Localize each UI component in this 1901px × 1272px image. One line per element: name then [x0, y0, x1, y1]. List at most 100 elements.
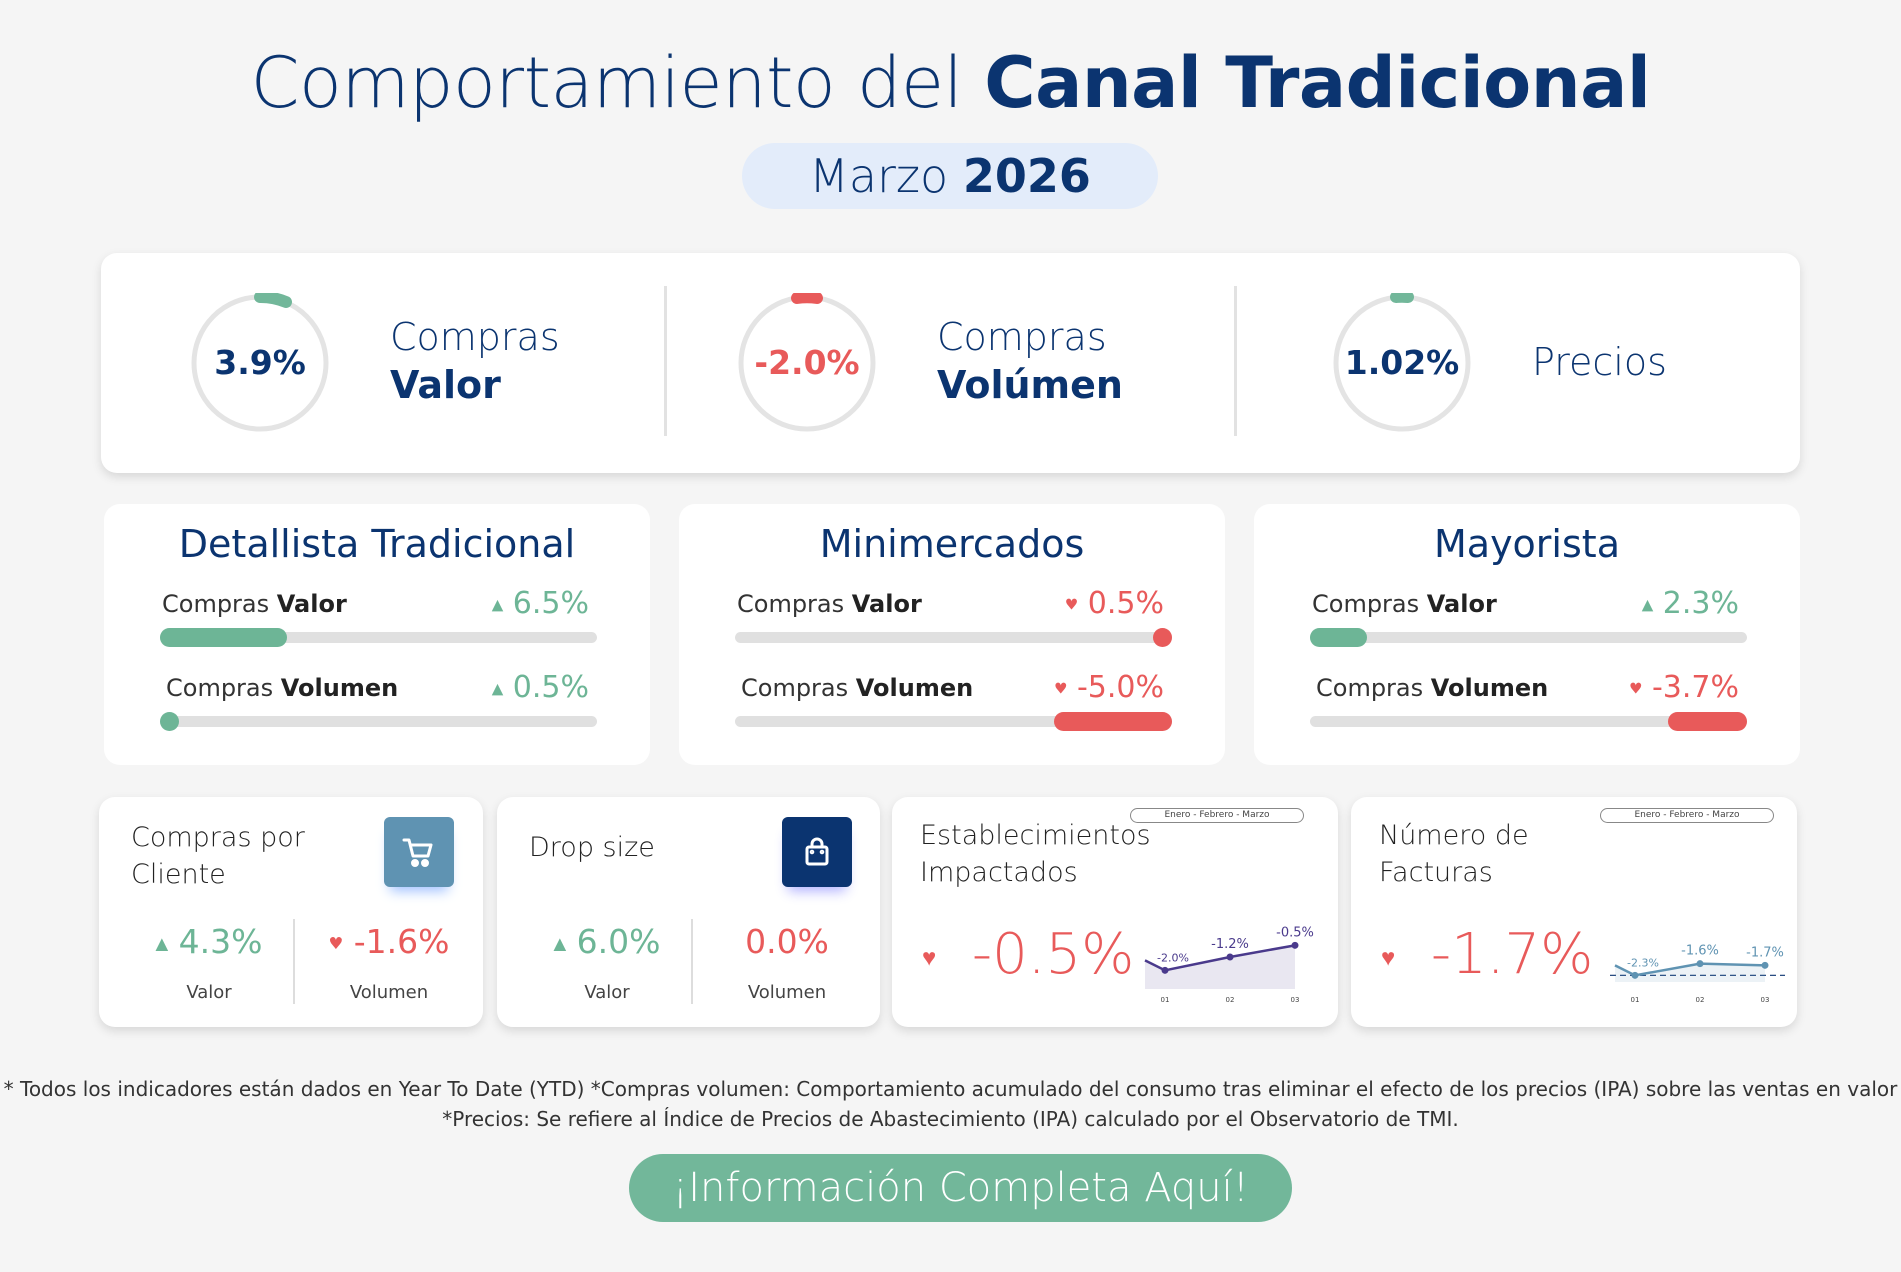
- kpi-value: ♥ -0.5%: [922, 922, 1135, 987]
- x-tick-label: 01: [1631, 996, 1640, 1004]
- kpi-label: Precios: [1532, 340, 1667, 384]
- footnote: *Precios: Se refiere al Índice de Precio…: [442, 1107, 1459, 1131]
- volumen-value: 0.0%: [745, 922, 829, 961]
- arrow-down-icon: ♥: [1053, 679, 1068, 698]
- data-point: [1226, 953, 1234, 961]
- volumen-label: Volumen: [747, 982, 827, 1003]
- segment-title: Mayorista: [1434, 522, 1620, 566]
- arrow-down-icon: ♥: [1381, 943, 1396, 972]
- valor-label: Valor: [186, 982, 232, 1003]
- establecimientos-card: Establecimientos Impactados Enero - Febre…: [892, 797, 1338, 1027]
- metric-label: Compras Volumen: [166, 674, 399, 702]
- metric-value: ▲ 6.5%: [491, 586, 589, 621]
- metric-value: ▲ 2.3%: [1641, 586, 1739, 621]
- data-point: [1291, 941, 1299, 949]
- period-badge: Marzo 2026: [742, 143, 1158, 209]
- full-info-button[interactable]: ¡Información Completa Aquí!: [629, 1154, 1292, 1222]
- valor-value: ▲ 6.0%: [553, 922, 661, 961]
- x-tick-label: 01: [1161, 996, 1170, 1004]
- data-point: [1761, 961, 1769, 969]
- volumen-value: ♥ -1.6%: [328, 922, 450, 961]
- valor-label: Valor: [584, 982, 630, 1003]
- progress-bar: [735, 712, 1172, 731]
- valor-value: ▲ 4.3%: [155, 922, 263, 961]
- arrow-down-icon: ♥: [922, 943, 937, 972]
- metric-value: ♥ 0.5%: [1064, 586, 1164, 621]
- compras-por-cliente-card: Compras por Cliente ▲ 4.3% Valor ♥ -1.6% …: [99, 797, 483, 1027]
- arrow-up-icon: ▲: [491, 595, 504, 614]
- data-label: -1.6%: [1681, 944, 1719, 959]
- segment-title: Minimercados: [819, 522, 1085, 566]
- x-tick-label: 02: [1226, 996, 1235, 1004]
- kpi-ring: 1.02%: [1332, 290, 1472, 437]
- arrow-down-icon: ♥: [328, 934, 344, 953]
- kpi-label: Compras Volúmen: [937, 315, 1123, 407]
- area-fill: [1615, 963, 1765, 982]
- segment-card: Mayorista Compras Valor ▲ 2.3% Compras Vo…: [1254, 504, 1800, 765]
- progress-bar: [1310, 628, 1747, 647]
- metric-value: ♥ -5.0%: [1053, 670, 1164, 705]
- kpi-summary-card: 3.9% Compras Valor -2.0% Compras Volúmen 1…: [101, 253, 1800, 473]
- progress-bar: [160, 628, 597, 647]
- data-label: -1.7%: [1746, 945, 1784, 960]
- period-range-badge: Enero - Febrero - Marzo: [1130, 808, 1304, 823]
- progress-fill: [1054, 712, 1172, 731]
- kpi-label: Compras Valor: [390, 315, 560, 407]
- shopping-bag-icon: [782, 817, 852, 887]
- area-fill: [1145, 945, 1295, 989]
- cart-icon: [384, 817, 454, 887]
- facturas-card: Número de Facturas Enero - Febrero - Marz…: [1351, 797, 1797, 1027]
- data-point: [1161, 966, 1169, 974]
- divider: [664, 286, 667, 436]
- period-range-badge: Enero - Febrero - Marzo: [1600, 808, 1774, 823]
- segment-card: Detallista Tradicional Compras Valor ▲ 6.…: [104, 504, 650, 765]
- volumen-label: Volumen: [349, 982, 429, 1003]
- x-tick-label: 03: [1291, 996, 1300, 1004]
- metric-value: ▲ 0.5%: [491, 670, 589, 705]
- divider: [1234, 286, 1237, 436]
- metric-label: Compras Valor: [162, 590, 347, 618]
- data-label: -1.2%: [1211, 937, 1249, 952]
- kpi-ring: -2.0%: [737, 291, 877, 437]
- x-tick-label: 02: [1696, 996, 1705, 1004]
- data-point: [1631, 971, 1639, 979]
- arrow-up-icon: ▲: [1641, 595, 1654, 614]
- progress-fill: [160, 712, 179, 731]
- series-line: [1144, 944, 1296, 972]
- arrow-down-icon: ♥: [1628, 679, 1643, 698]
- data-label: -0.5%: [1276, 925, 1314, 940]
- metric-label: Compras Valor: [1312, 590, 1497, 618]
- progress-bar: [1310, 712, 1747, 731]
- progress-fill: [160, 628, 287, 647]
- card-title: Drop size: [529, 832, 655, 863]
- arrow-up-icon: ▲: [553, 934, 567, 953]
- card-title: Compras por Cliente: [131, 822, 305, 890]
- kpi-ring: 3.9%: [190, 291, 330, 437]
- progress-fill: [1668, 712, 1747, 731]
- arrow-up-icon: ▲: [155, 934, 169, 953]
- segment-title: Detallista Tradicional: [178, 522, 576, 566]
- data-label: -2.3%: [1627, 956, 1659, 969]
- trend-line-chart: -2.0% 01 -1.2% 02 -0.5% 03: [1144, 925, 1314, 1004]
- footnote: * Todos los indicadores están dados en Y…: [3, 1077, 1898, 1101]
- data-point: [1696, 960, 1704, 968]
- progress-bar: [735, 628, 1172, 647]
- metric-label: Compras Volumen: [741, 674, 974, 702]
- arrow-up-icon: ▲: [491, 679, 504, 698]
- divider: [691, 919, 693, 1004]
- progress-fill: [1153, 628, 1172, 647]
- card-title: Número de Facturas: [1379, 820, 1529, 888]
- progress-bar: [160, 712, 597, 731]
- metric-value: ♥ -3.7%: [1628, 670, 1739, 705]
- card-title: Establecimientos Impactados: [920, 820, 1151, 888]
- page-title: Comportamiento del Canal Tradicional: [250, 42, 1651, 124]
- divider: [293, 919, 295, 1004]
- drop-size-card: Drop size ▲ 6.0% Valor 0.0% Volumen: [497, 797, 880, 1027]
- metric-label: Compras Volumen: [1316, 674, 1549, 702]
- trend-line-chart: -2.3% 01 -1.6% 02 -1.7% 03: [1610, 944, 1785, 1004]
- segment-card: Minimercados Compras Valor ♥ 0.5% Compras…: [679, 504, 1225, 765]
- kpi-value: ♥ -1.7%: [1381, 922, 1594, 987]
- arrow-down-icon: ♥: [1064, 595, 1079, 614]
- data-label: -2.0%: [1157, 951, 1189, 964]
- progress-fill: [1310, 628, 1367, 647]
